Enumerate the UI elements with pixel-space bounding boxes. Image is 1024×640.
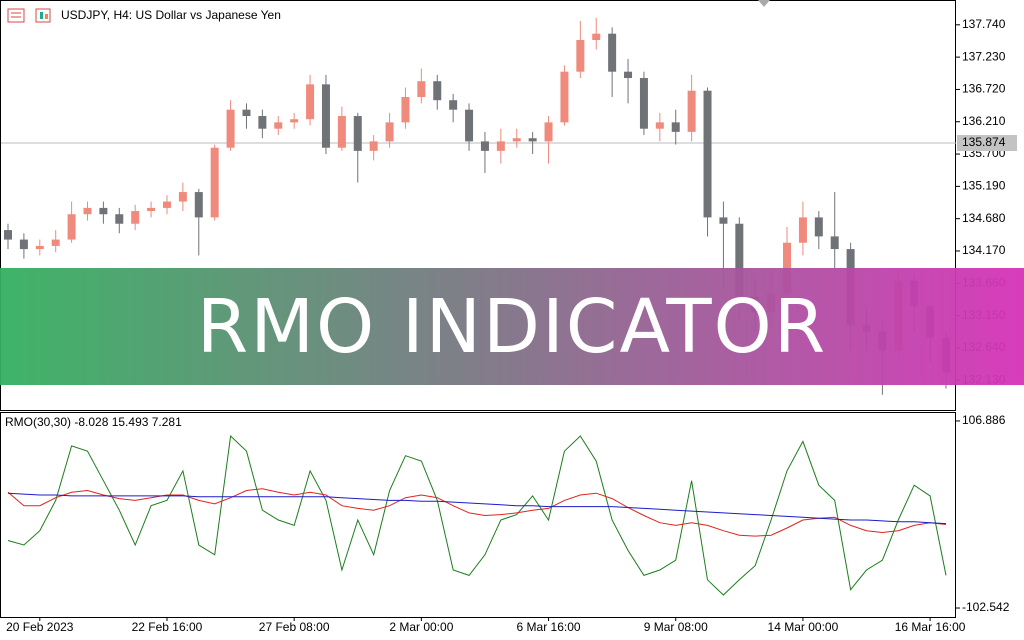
indicator-line: [7, 434, 947, 596]
candle-body: [576, 40, 585, 72]
candle-body: [624, 71, 633, 79]
banner: RMO INDICATOR: [0, 268, 1024, 385]
candle-body: [560, 71, 569, 123]
x-tick-label: 9 Mar 08:00: [644, 620, 708, 634]
candle-body: [512, 138, 521, 142]
candle-body: [528, 138, 537, 142]
candle-body: [480, 141, 489, 151]
candle-body: [417, 81, 426, 98]
candle-body: [99, 207, 108, 215]
y-tick-label: 134.680: [962, 211, 1006, 225]
candle-body: [433, 81, 442, 101]
icon-bar: [45, 14, 48, 19]
x-tick-label: 27 Feb 08:00: [259, 620, 330, 634]
candle-body: [83, 207, 92, 215]
candle-body: [4, 230, 12, 240]
y-tick-label: 134.170: [962, 243, 1006, 257]
candle-body: [35, 245, 44, 250]
y-tick-label: -102.542: [962, 600, 1010, 614]
candle-body: [194, 192, 203, 218]
price-pane: [0, 0, 956, 411]
indicator-line: [7, 492, 947, 525]
x-tick-label: 2 Mar 00:00: [389, 620, 453, 634]
candle-body: [337, 116, 346, 148]
y-tick-label: 137.230: [962, 49, 1006, 63]
chart-title: USDJPY, H4: US Dollar vs Japanese Yen: [61, 8, 281, 22]
candle-body: [655, 122, 664, 129]
candle-body: [321, 84, 330, 148]
candle-body: [178, 192, 187, 202]
candle-body: [687, 90, 696, 132]
candle-body: [608, 33, 617, 72]
x-tick-label: 6 Mar 16:00: [517, 620, 581, 634]
candle-body: [51, 239, 60, 246]
candle-body: [210, 147, 219, 218]
candle-body: [131, 211, 140, 224]
candle-body: [19, 239, 28, 250]
candle-body: [369, 141, 378, 151]
candle-body: [162, 201, 171, 208]
current-price-box: [957, 135, 1017, 152]
candle-body: [258, 116, 267, 129]
candle-body: [703, 90, 712, 218]
current-price-label: 135.874: [962, 135, 1006, 149]
candle-body: [147, 207, 156, 212]
candle-body: [671, 122, 680, 132]
candle-body: [544, 122, 553, 142]
y-tick-label: 136.720: [962, 82, 1006, 96]
candle-body: [592, 33, 601, 41]
candle-body: [353, 116, 362, 151]
candle-body: [639, 78, 648, 129]
candle-body: [719, 217, 728, 224]
candle-body: [798, 217, 807, 243]
candle-body: [274, 122, 283, 129]
x-tick-label: 14 Mar 00:00: [768, 620, 839, 634]
candle-body: [814, 217, 823, 237]
y-tick-label: 136.210: [962, 114, 1006, 128]
icon: [7, 8, 25, 23]
candle-body: [242, 109, 251, 117]
indicator-pane: [0, 412, 956, 618]
candle-body: [401, 97, 410, 123]
y-tick-label: 135.190: [962, 179, 1006, 193]
shift-marker: [758, 0, 770, 7]
icon-bar: [40, 12, 43, 19]
candle-body: [306, 84, 315, 120]
x-tick-label: 16 Mar 16:00: [895, 620, 966, 634]
candle-body: [735, 223, 744, 297]
candle-body: [449, 100, 458, 110]
candle-body: [385, 122, 394, 142]
x-tick-label: 22 Feb 16:00: [132, 620, 203, 634]
candle-body: [830, 236, 839, 250]
indicator-legend: RMO(30,30) -8.028 15.493 7.281: [5, 415, 182, 429]
candle-body: [226, 109, 235, 148]
candle-body: [115, 214, 124, 224]
candle-body: [290, 119, 299, 123]
y-tick-label: 137.740: [962, 17, 1006, 31]
candle-body: [465, 109, 474, 142]
x-tick-label: 20 Feb 2023: [6, 620, 74, 634]
candle-body: [67, 214, 76, 240]
y-tick-label: 106.886: [962, 413, 1006, 427]
symbol-icons: [7, 8, 51, 23]
candle-body: [496, 141, 505, 151]
